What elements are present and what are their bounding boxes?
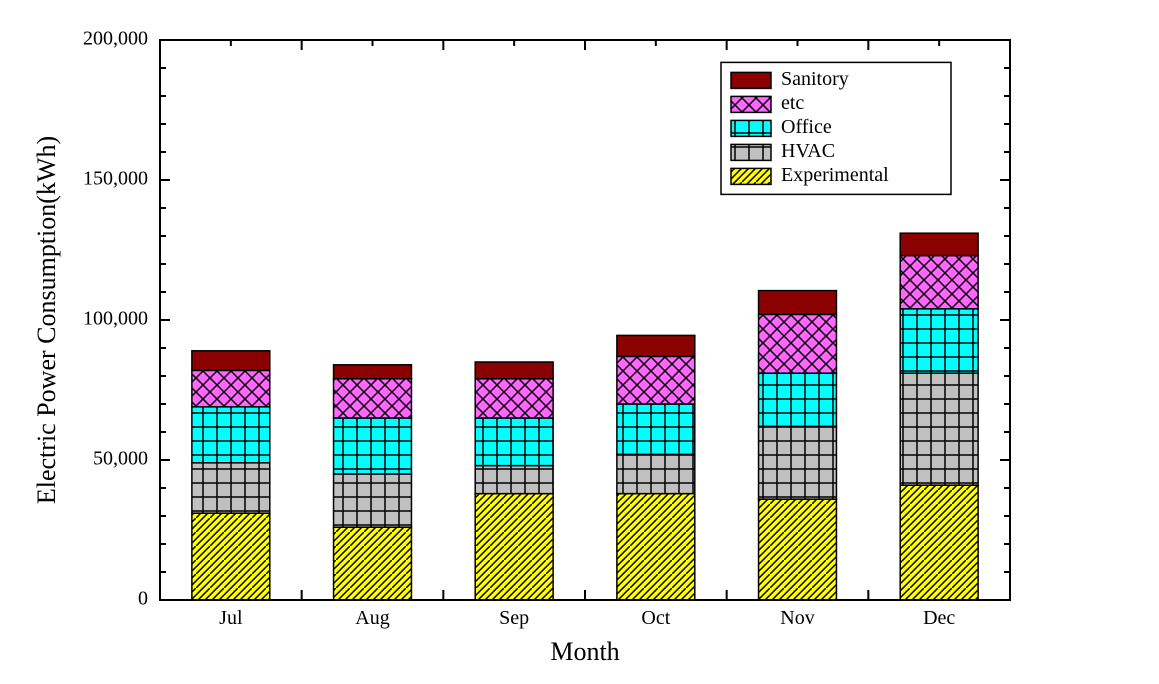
- bar-segment-hvac: [900, 373, 978, 485]
- y-tick-label: 0: [138, 588, 148, 610]
- bar-segment-hvac: [617, 454, 695, 493]
- legend-swatch-etc: [731, 96, 771, 112]
- legend-label-sanitory: Sanitory: [781, 68, 849, 90]
- bar-segment-etc: [475, 379, 553, 418]
- legend-label-hvac: HVAC: [781, 140, 835, 162]
- bar-segment-experimental: [334, 527, 412, 600]
- bar-segment-experimental: [900, 485, 978, 600]
- legend-label-office: Office: [781, 116, 832, 138]
- bar-segment-office: [334, 418, 412, 474]
- legend-swatch-sanitory: [731, 72, 771, 88]
- bar-segment-office: [475, 418, 553, 466]
- bar-segment-experimental: [475, 494, 553, 600]
- bar-segment-office: [900, 309, 978, 373]
- y-axis-label: Electric Power Consumption(kWh): [32, 136, 61, 504]
- x-tick-label: Oct: [641, 607, 670, 629]
- bar-segment-experimental: [617, 494, 695, 600]
- bar-segment-office: [192, 407, 270, 463]
- bar-segment-experimental: [759, 499, 837, 600]
- bar-segment-sanitory: [334, 365, 412, 379]
- legend-swatch-experimental: [731, 168, 771, 184]
- x-axis-label: Month: [550, 637, 619, 666]
- bar-segment-experimental: [192, 513, 270, 600]
- x-tick-label: Jul: [219, 607, 243, 629]
- bar-segment-sanitory: [759, 291, 837, 315]
- legend-label-experimental: Experimental: [781, 164, 889, 186]
- bar-segment-etc: [617, 356, 695, 404]
- legend-swatch-hvac: [731, 144, 771, 160]
- legend-label-etc: etc: [781, 92, 804, 114]
- y-tick-label: 50,000: [93, 448, 148, 470]
- bar-segment-sanitory: [475, 362, 553, 379]
- bar-segment-sanitory: [192, 351, 270, 371]
- bar-segment-office: [617, 404, 695, 454]
- bar-segment-etc: [759, 314, 837, 373]
- bar-segment-etc: [900, 256, 978, 309]
- bar-segment-sanitory: [900, 233, 978, 255]
- x-tick-label: Sep: [499, 607, 529, 629]
- bar-segment-etc: [334, 379, 412, 418]
- stacked-bar-chart: 0 50,000 100,000 150,000 200,000 Jul Aug Sep Oct…: [0, 0, 1159, 684]
- bar-segment-hvac: [759, 426, 837, 499]
- bar-segment-sanitory: [617, 335, 695, 356]
- x-tick-label: Aug: [355, 607, 389, 629]
- bar-segment-hvac: [475, 466, 553, 494]
- legend-swatch-office: [731, 120, 771, 136]
- y-tick-label: 100,000: [83, 308, 148, 330]
- x-tick-label: Nov: [780, 607, 814, 629]
- x-tick-label: Dec: [923, 607, 955, 629]
- y-tick-label: 150,000: [83, 168, 148, 190]
- bar-segment-hvac: [334, 474, 412, 527]
- bar-segment-hvac: [192, 463, 270, 513]
- y-tick-label: 200,000: [83, 28, 148, 50]
- bar-segment-office: [759, 373, 837, 426]
- bar-segment-etc: [192, 370, 270, 406]
